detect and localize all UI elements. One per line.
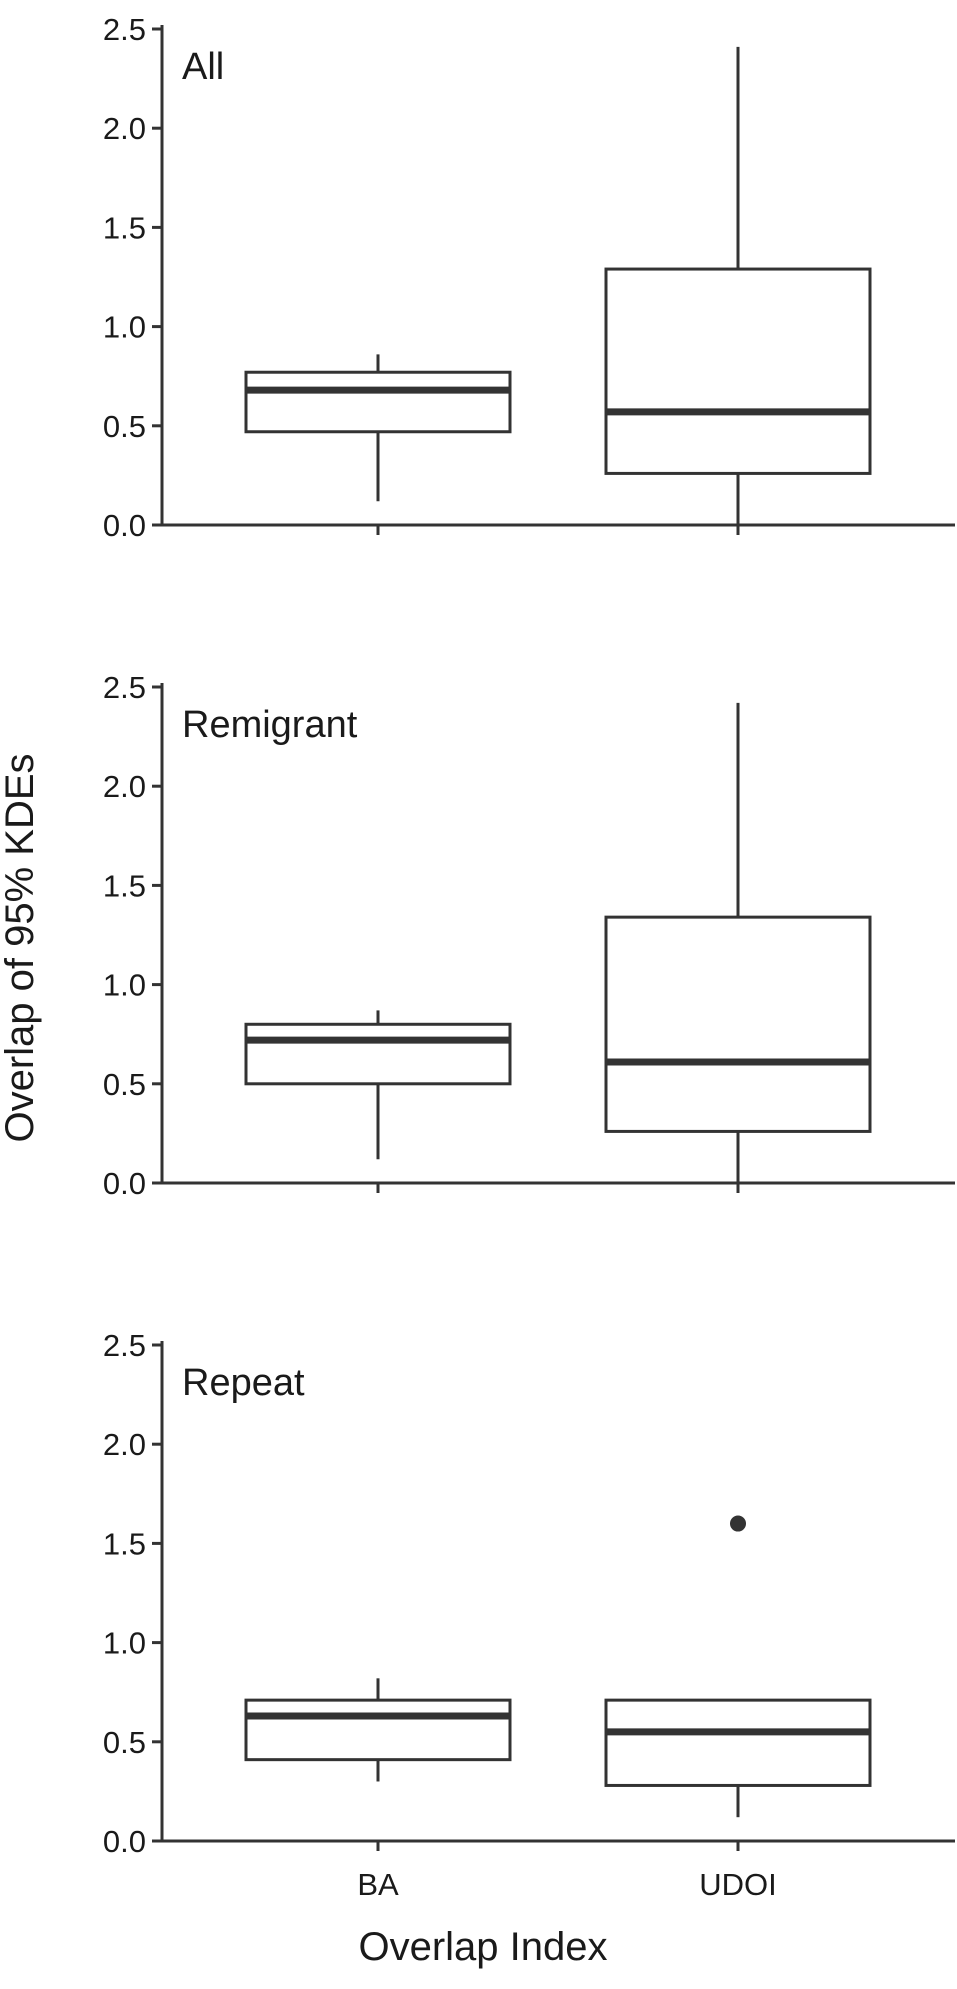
y-tick-label: 0.0	[103, 1824, 146, 1859]
panel-remigrant: 0.0 0.5 1.0 1.5 2.0 2.5 Remigrant	[103, 670, 955, 1201]
box-ba	[244, 1010, 512, 1160]
box-udoi	[604, 702, 872, 1183]
y-tick-label: 1.0	[103, 310, 146, 345]
iqr-box	[604, 267, 872, 475]
y-tick-label: 2.5	[103, 670, 146, 705]
y-tick-label: 2.5	[103, 1328, 146, 1363]
iqr-box	[244, 1022, 512, 1086]
y-tick-label: 1.0	[103, 968, 146, 1003]
y-axis-title: Overlap of 95% KDEs	[0, 753, 42, 1142]
iqr-box	[604, 915, 872, 1133]
outlier-point	[730, 1515, 746, 1532]
y-tick-label: 0.5	[103, 409, 146, 444]
iqr-box	[604, 1698, 872, 1787]
panel-title: Remigrant	[182, 704, 358, 746]
y-tick-label: 2.0	[103, 769, 146, 804]
x-tick-label: UDOI	[699, 1867, 777, 1902]
box-ba	[244, 1678, 512, 1782]
panel-title: All	[182, 46, 224, 88]
y-tick-label: 2.5	[103, 12, 146, 47]
panels-group: 0.0 0.5 1.0 1.5 2.0 2.5 All 0.0 0.5 1.0 1.5 2.0 2.5 R…	[103, 12, 955, 1902]
x-axis-title: Overlap Index	[358, 1925, 607, 1969]
x-tick-label: BA	[357, 1867, 399, 1902]
panel-all: 0.0 0.5 1.0 1.5 2.0 2.5 All	[103, 12, 955, 543]
panel-repeat: 0.0 0.5 1.0 1.5 2.0 2.5 Repeat BA UDOI	[103, 1328, 955, 1902]
box-ba	[244, 354, 512, 502]
y-tick-label: 2.0	[103, 111, 146, 146]
y-tick-label: 0.0	[103, 1166, 146, 1201]
y-tick-label: 1.0	[103, 1626, 146, 1661]
y-tick-label: 0.0	[103, 508, 146, 543]
box-udoi	[604, 1515, 872, 1818]
iqr-box	[244, 370, 512, 434]
iqr-box	[244, 1698, 512, 1762]
y-tick-label: 1.5	[103, 1526, 146, 1561]
y-tick-label: 0.5	[103, 1725, 146, 1760]
box-udoi	[604, 46, 872, 525]
panel-title: Repeat	[182, 1362, 305, 1404]
y-tick-label: 2.0	[103, 1427, 146, 1462]
y-tick-label: 0.5	[103, 1067, 146, 1102]
y-tick-label: 1.5	[103, 868, 146, 903]
y-tick-label: 1.5	[103, 210, 146, 245]
